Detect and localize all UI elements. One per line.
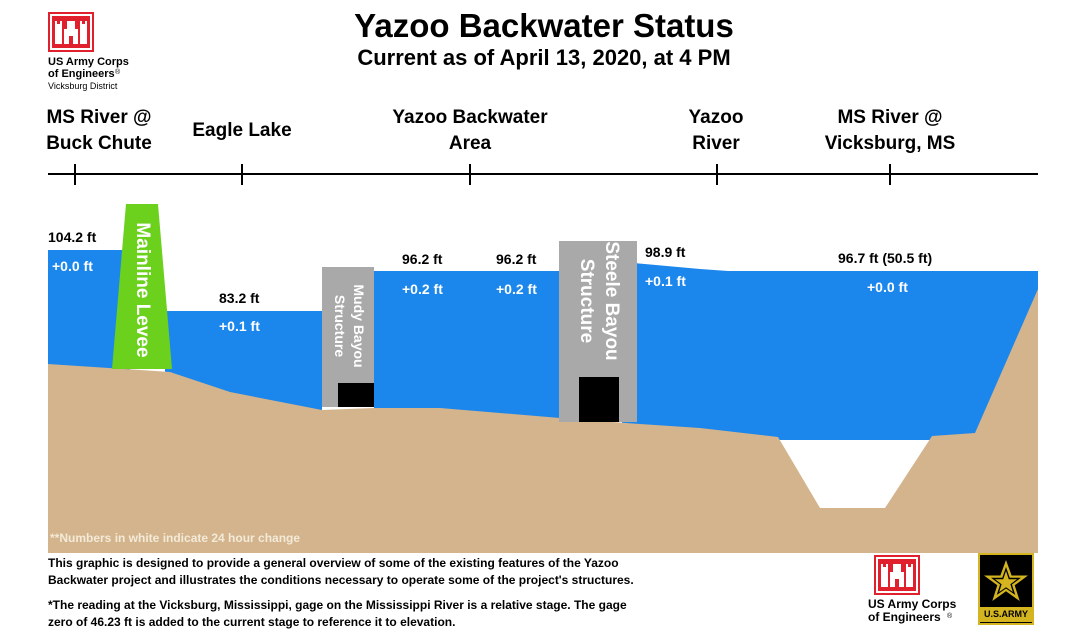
stage-backwater-2: 96.2 ft — [496, 251, 537, 267]
army-label: U.S.ARMY — [980, 607, 1032, 622]
footer-paragraph-1: This graphic is designed to provide a ge… — [48, 556, 634, 587]
steele-bayou-label: Steele Bayou Structure — [576, 241, 622, 361]
change-vicksburg: +0.0 ft — [867, 279, 908, 295]
logo-line2: of Engineers — [48, 68, 115, 80]
stage-backwater-1: 96.2 ft — [402, 251, 443, 267]
change-backwater-1: +0.2 ft — [402, 281, 443, 297]
ground — [48, 289, 1038, 553]
castle-icon — [48, 12, 94, 52]
water-yazoo-river — [622, 262, 1038, 440]
castle-icon — [874, 555, 920, 595]
location-eagle-lake: Eagle Lake — [192, 120, 292, 141]
us-army-logo: U.S.ARMY — [978, 553, 1034, 625]
change-yazoo-river: +0.1 ft — [645, 273, 686, 289]
logo-bottom-line2: of Engineers — [868, 610, 941, 624]
location-yazoo-river: Yazoo River — [688, 107, 744, 154]
location-yazoo-backwater-area: Yazoo Backwater Area — [392, 107, 548, 154]
water-backwater-area — [374, 271, 560, 420]
usace-logo-bottom: US Army Corps of Engineers ® — [868, 555, 968, 635]
stage-buck-chute: 104.2 ft — [48, 229, 97, 245]
location-vicksburg: MS River @ Vicksburg, MS — [824, 107, 956, 154]
location-buck-chute: MS River @ Buck Chute — [46, 107, 152, 154]
army-star-icon — [984, 560, 1028, 601]
logo-line1: US Army Corps — [48, 56, 129, 68]
page-title: Yazoo Backwater Status — [354, 7, 734, 44]
usace-logo-top: US Army Corps of Engineers ® Vicksburg D… — [48, 12, 148, 92]
stage-vicksburg: 96.7 ft (50.5 ft) — [838, 250, 933, 266]
mainline-levee — [112, 204, 172, 369]
page-subtitle: Current as of April 13, 2020, at 4 PM — [357, 45, 731, 70]
footer-paragraph-2: *The reading at the Vicksburg, Mississip… — [48, 598, 627, 629]
change-note: **Numbers in white indicate 24 hour chan… — [50, 531, 301, 545]
change-buck-chute: +0.0 ft — [52, 258, 93, 274]
muddy-bayou-label: Mudy Bayou Structure — [332, 284, 367, 368]
muddy-bayou-gate — [338, 383, 374, 407]
levee-label: Mainline Levee — [132, 222, 153, 358]
steele-bayou-gate — [579, 377, 619, 422]
change-eagle-lake: +0.1 ft — [219, 318, 260, 334]
stage-eagle-lake: 83.2 ft — [219, 290, 260, 306]
logo-line3: Vicksburg District — [48, 81, 118, 91]
stage-yazoo-river: 98.9 ft — [645, 244, 686, 260]
logo-bottom-line1: US Army Corps — [868, 597, 957, 611]
water-buck-chute — [48, 250, 130, 380]
change-backwater-2: +0.2 ft — [496, 281, 537, 297]
